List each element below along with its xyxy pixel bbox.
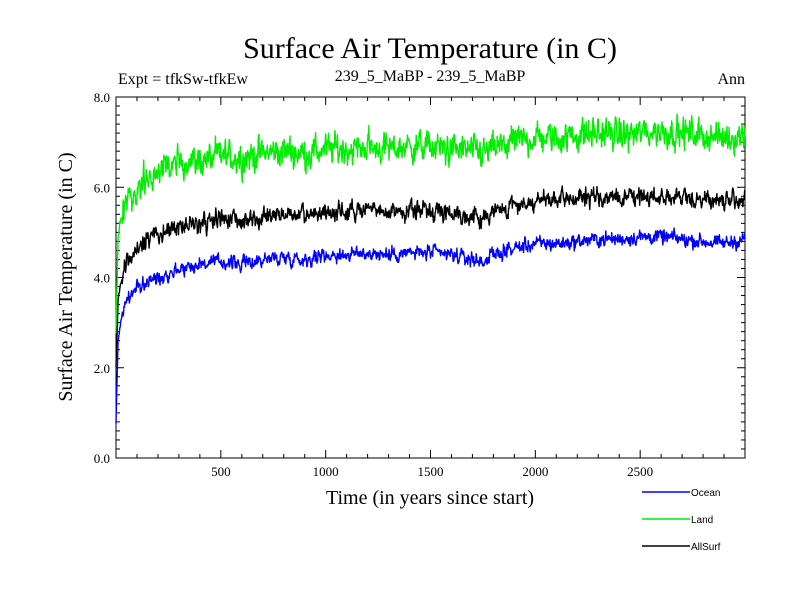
chart-title: Surface Air Temperature (in C) <box>243 32 617 65</box>
x-tick-label: 1000 <box>313 464 339 479</box>
x-tick-label: 2500 <box>627 464 653 479</box>
series-line-land <box>115 113 746 334</box>
period-label: 239_5_MaBP - 239_5_MaBP <box>335 68 526 85</box>
x-tick-label: 1500 <box>418 464 444 479</box>
series-line-ocean <box>115 227 746 424</box>
series-line-allsurf <box>115 185 746 367</box>
legend: Ocean Land AllSurf <box>642 488 721 553</box>
legend-label-land: Land <box>691 515 713 526</box>
y-tick-label: 4.0 <box>94 271 110 286</box>
y-tick-label: 2.0 <box>94 361 110 376</box>
season-label: Ann <box>717 71 745 88</box>
y-tick-label: 8.0 <box>94 90 110 105</box>
y-tick-label: 0.0 <box>94 451 110 466</box>
x-tick-label: 500 <box>211 464 231 479</box>
legend-label-ocean: Ocean <box>691 488 720 499</box>
x-tick-label: 2000 <box>522 464 548 479</box>
y-axis-label: Surface Air Temperature (in C) <box>55 152 77 401</box>
legend-label-allsurf: AllSurf <box>691 542 721 553</box>
y-tick-label: 6.0 <box>94 180 110 195</box>
series-layer <box>115 113 746 424</box>
experiment-label: Expt = tfkSw-tfkEw <box>118 71 248 88</box>
axis-ticks <box>116 97 745 458</box>
axis-tick-labels: 500 1000 1500 2000 2500 0.0 2.0 4.0 6.0 8.0 <box>94 90 653 479</box>
x-axis-label: Time (in years since start) <box>326 487 534 509</box>
